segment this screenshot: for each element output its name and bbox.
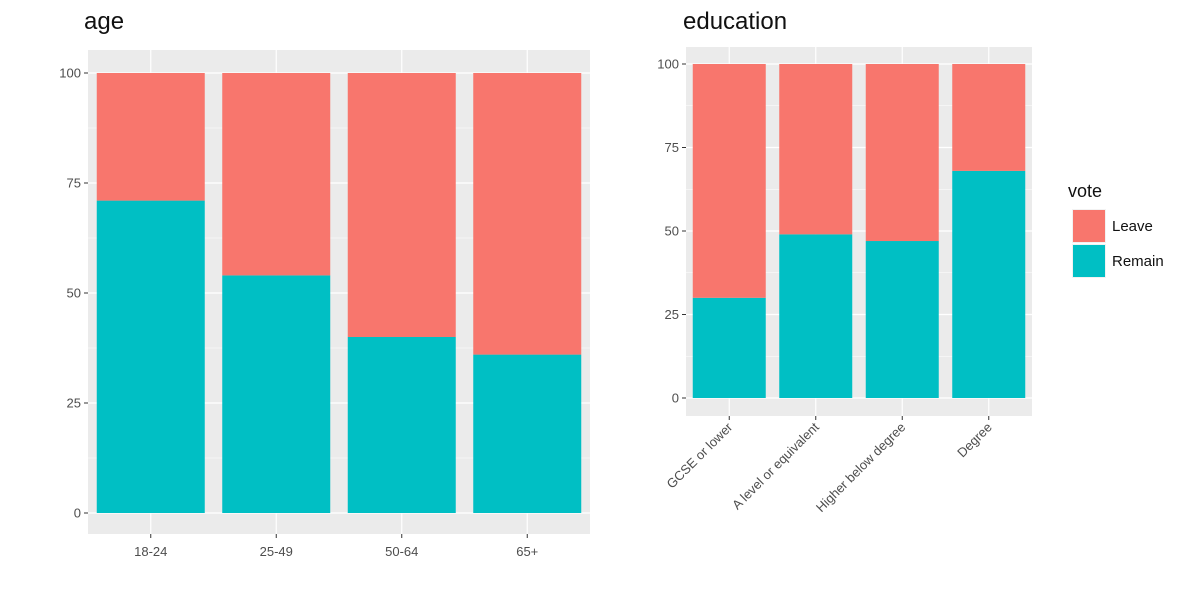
age-x-tick-label: 18-24 [134, 544, 167, 559]
education-bar-remain-gcse-or-lower [692, 297, 766, 398]
age-y-tick-label: 0 [74, 506, 81, 521]
education-x-tick-label: A level or equivalent [729, 419, 822, 512]
education-bar-remain-a-level-or-equivalent [779, 234, 853, 398]
education-bar-leave-a-level-or-equivalent [779, 64, 853, 235]
age-y-tick-label: 50 [67, 286, 81, 301]
education-bar-remain-degree [952, 170, 1026, 398]
vote-legend: vote Leave Remain [1068, 181, 1164, 278]
age-x-tick-label: 50-64 [385, 544, 418, 559]
education-y-tick-label: 0 [672, 391, 679, 406]
age-chart-title: age [84, 8, 125, 35]
age-chart: 0 25 50 75 100 18-24 25-49 50-64 65+ [59, 50, 590, 559]
education-y-tick-label: 75 [665, 140, 679, 155]
education-bar-leave-higher-below-degree [865, 64, 939, 242]
age-x-tick-label: 65+ [516, 544, 538, 559]
age-bar-leave-25-49 [222, 73, 331, 276]
age-y-tick-label: 25 [67, 396, 81, 411]
legend-swatch-remain [1073, 245, 1105, 277]
education-bar-leave-degree [952, 64, 1026, 171]
age-bar-remain-18-24 [96, 200, 205, 513]
legend-label-leave: Leave [1112, 218, 1153, 235]
education-bar-leave-gcse-or-lower [692, 64, 766, 298]
age-bar-remain-65 [473, 354, 582, 513]
education-x-tick-label: Higher below degree [813, 420, 908, 515]
education-y-tick-label: 25 [665, 307, 679, 322]
education-y-tick-label: 50 [665, 224, 679, 239]
age-bar-remain-50-64 [347, 337, 456, 513]
age-x-tick-label: 25-49 [260, 544, 293, 559]
education-y-tick-label: 100 [657, 57, 679, 72]
age-y-tick-label: 75 [67, 176, 81, 191]
legend-title: vote [1068, 181, 1102, 201]
age-bar-leave-65 [473, 73, 582, 355]
legend-swatch-leave [1073, 210, 1105, 242]
age-bar-leave-50-64 [347, 73, 456, 337]
education-bar-remain-higher-below-degree [865, 241, 939, 398]
education-x-tick-label: Degree [954, 420, 995, 461]
legend-label-remain: Remain [1112, 253, 1164, 270]
age-bar-leave-18-24 [96, 73, 205, 201]
age-y-tick-label: 100 [59, 66, 81, 81]
education-chart-title: education [683, 8, 788, 35]
education-x-tick-label: GCSE or lower [663, 419, 735, 491]
age-bar-remain-25-49 [222, 275, 331, 513]
